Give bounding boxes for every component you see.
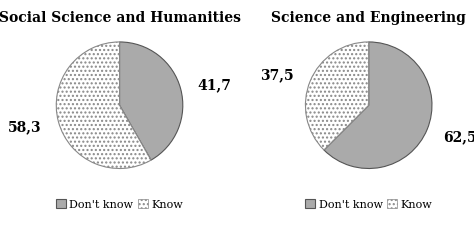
Title: Science and Engineering: Science and Engineering [271, 11, 466, 25]
Wedge shape [305, 43, 369, 150]
Legend: Don't know, Know: Don't know, Know [301, 195, 437, 214]
Wedge shape [56, 43, 151, 169]
Text: 62,5: 62,5 [444, 130, 474, 144]
Text: 41,7: 41,7 [198, 78, 232, 92]
Text: 58,3: 58,3 [8, 119, 41, 133]
Title: Social Science and Humanities: Social Science and Humanities [0, 11, 240, 25]
Wedge shape [324, 43, 432, 169]
Text: 37,5: 37,5 [260, 68, 294, 82]
Wedge shape [119, 43, 183, 160]
Legend: Don't know, Know: Don't know, Know [52, 195, 187, 214]
